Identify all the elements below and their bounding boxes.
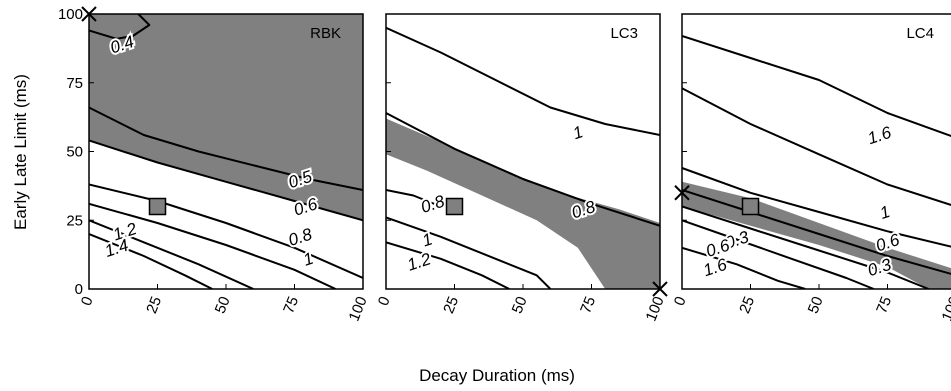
panel-lc3-contour-1	[386, 112, 660, 227]
panel-lc3-plot-area	[386, 26, 660, 289]
panel-lc4-contour-5	[682, 219, 875, 289]
panel-lc3-shaded-region	[386, 118, 660, 289]
panel-lc3-contour-label-0: 1	[571, 122, 586, 143]
panel-lc4-contour-6	[682, 246, 806, 289]
panel-lc4-cross-marker	[674, 185, 690, 201]
panel-rbk-x-tick-label-3: 75	[280, 294, 302, 316]
panel-rbk-x-tick-label-4: 100	[346, 294, 371, 324]
panel-rbk-contour-label-3: 0.8	[286, 224, 315, 250]
panel-lc3-square-marker	[445, 197, 464, 216]
panel-lc3-contour-2	[386, 189, 442, 208]
panel-rbk-contour-label-4: 1	[301, 249, 316, 270]
panel-lc4-x-tick-label-1: 25	[736, 294, 758, 316]
y-tick-label-0: 0	[75, 281, 83, 298]
panel-rbk-contour-5	[89, 219, 254, 289]
panel-rbk-contour-4	[89, 202, 337, 289]
panel-lc4-x-tick-label-4: 100	[939, 294, 951, 324]
panel-lc3-x-tick-label-4: 100	[643, 294, 668, 324]
panel-lc4-x-tick-label-3: 75	[873, 294, 895, 316]
panel-lc4-contour-2	[682, 167, 951, 248]
panels-group: 0.40.50.60.811.21.40 25 50 75 1000255075100R…	[58, 6, 951, 324]
panel-lc4-contour-3	[682, 189, 951, 275]
y-tick-label-1: 25	[66, 212, 83, 229]
panel-rbk-contour-3	[89, 183, 363, 279]
y-tick-label-2: 50	[66, 144, 83, 161]
panel-lc3-x-tick-label-0: 0	[375, 294, 394, 308]
panel-rbk-title: RBK	[310, 25, 341, 42]
panel-lc3-contour-label-3: 1	[420, 229, 435, 250]
panel-lc3-cross-marker	[652, 281, 668, 297]
panel-rbk-x-tick-label-2: 50	[212, 294, 234, 316]
panel-lc3-x-tick-label-1: 25	[440, 294, 462, 316]
panel-lc4-contour-0	[682, 35, 951, 138]
panel-lc3-contour-4	[386, 241, 510, 289]
panel-lc3-x-tick-label-3: 75	[577, 294, 599, 316]
panel-lc4-contour-1	[682, 87, 951, 206]
panel-rbk-shaded-region	[89, 14, 363, 221]
panel-lc3-contour-label-4: 1.2	[405, 249, 434, 275]
panel-lc3-contour-3	[386, 216, 552, 289]
panel-lc4-x-tick-label-0: 0	[671, 294, 690, 308]
y-tick-label-4: 100	[58, 6, 83, 23]
panel-rbk-x-tick-label-1: 25	[143, 294, 165, 316]
panel-rbk: 0.40.50.60.811.21.40 25 50 75 1000255075100R…	[58, 6, 371, 324]
panel-rbk-contour-1	[89, 106, 363, 191]
panel-lc4-square-marker	[741, 197, 760, 216]
panel-rbk-contour-0	[89, 14, 151, 40]
panel-lc4-contour-label-6: 1.6	[701, 255, 730, 281]
panel-rbk-contour-2	[89, 139, 363, 222]
panel-lc3-contour-0	[386, 26, 660, 136]
panel-lc4-title: LC4	[906, 25, 934, 42]
panel-lc4-contour-4	[682, 205, 929, 289]
panel-rbk-cross-marker	[81, 6, 97, 22]
panel-lc3-x-tick-label-2: 50	[509, 294, 531, 316]
panel-rbk-contour-6	[89, 233, 213, 289]
x-axis-label: Decay Duration (ms)	[419, 366, 575, 385]
panel-lc3-contour-label-2: 0.8	[419, 191, 448, 217]
panel-lc4-x-tick-label-2: 50	[805, 294, 827, 316]
panel-lc4-contour-label-0: 1.6	[865, 123, 894, 149]
panel-rbk-plot-area	[89, 14, 363, 289]
y-axis-label: Early Late Limit (ms)	[11, 74, 30, 230]
panel-lc3-title: LC3	[610, 25, 638, 42]
panel-rbk-square-marker	[148, 197, 167, 216]
y-tick-label-3: 75	[66, 75, 83, 92]
panel-lc4-contour-label-1: 1	[877, 202, 892, 223]
